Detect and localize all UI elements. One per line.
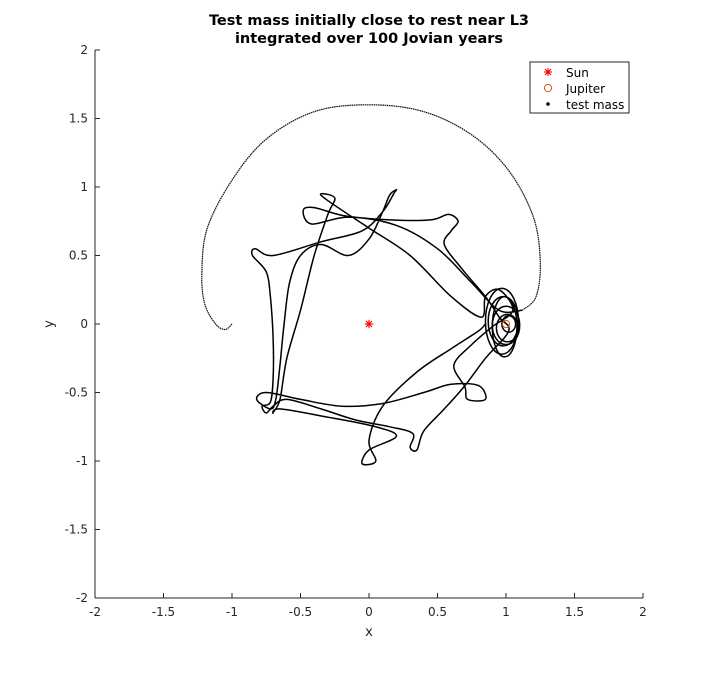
plot-area: -2 -1.5 -1 -0.5 0 0.5 1 1.5 2 -2 -1.5 -1 -0.5 0 0.5 1 1.… [65, 43, 647, 619]
y-tick-label: 0.5 [69, 249, 88, 263]
asterisk-stroke [544, 68, 552, 76]
legend-entry-jupiter: Jupiter [543, 82, 605, 96]
y-tick-label: -1 [76, 454, 88, 468]
y-axis-label: y [42, 320, 57, 328]
sun-legend-asterisk [543, 67, 553, 77]
x-axis-label: x [365, 625, 373, 640]
x-tick-label: -1.5 [152, 605, 175, 619]
test-mass-marker-icon [546, 102, 550, 106]
y-tick-label: -2 [76, 591, 88, 605]
x-tick-label: 2 [639, 605, 647, 619]
trajectory-outer-arc [201, 104, 541, 331]
asterisk-stroke [365, 320, 373, 328]
legend-label-test-mass: test mass [566, 98, 624, 112]
chart-title: Test mass initially close to rest near L… [209, 13, 529, 29]
legend-label-sun: Sun [566, 66, 589, 80]
bodies [364, 319, 511, 329]
y-tick-label: -1.5 [65, 523, 88, 537]
x-tick-label: -2 [89, 605, 101, 619]
y-tick-label: 0 [80, 317, 88, 331]
trajectory-loop-chain [250, 188, 523, 466]
x-tick-label: -1 [226, 605, 238, 619]
chart-subtitle: integrated over 100 Jovian years [235, 31, 503, 47]
trajectory-jupiter-loop [495, 313, 520, 343]
jupiter-marker [501, 319, 511, 329]
y-tick-label: 2 [80, 43, 88, 57]
legend-entry-sun: Sun [543, 66, 589, 80]
jupiter-marker-icon [543, 83, 553, 93]
y-tick-label: -0.5 [65, 386, 88, 400]
x-tick-label: 1.5 [565, 605, 584, 619]
x-tick-label: 0.5 [428, 605, 447, 619]
sun-marker-icon [543, 67, 553, 77]
x-tick-label: 1 [502, 605, 510, 619]
x-tick-label: -0.5 [289, 605, 312, 619]
legend: Sun Jupiter test mass [529, 61, 630, 114]
test-mass-trajectory [201, 104, 541, 466]
axis-ticks: -2 -1.5 -1 -0.5 0 0.5 1 1.5 2 -2 -1.5 -1 -0.5 0 0.5 1 1.… [65, 43, 647, 619]
y-tick-label: 1 [80, 180, 88, 194]
trajectory-jupiter-loop [491, 295, 518, 358]
sun-marker [364, 319, 374, 329]
legend-label-jupiter: Jupiter [565, 82, 605, 96]
legend-entry-test-mass: test mass [546, 98, 624, 112]
trajectory-jupiter-loop [501, 315, 517, 333]
x-tick-label: 0 [365, 605, 373, 619]
y-tick-label: 1.5 [69, 112, 88, 126]
